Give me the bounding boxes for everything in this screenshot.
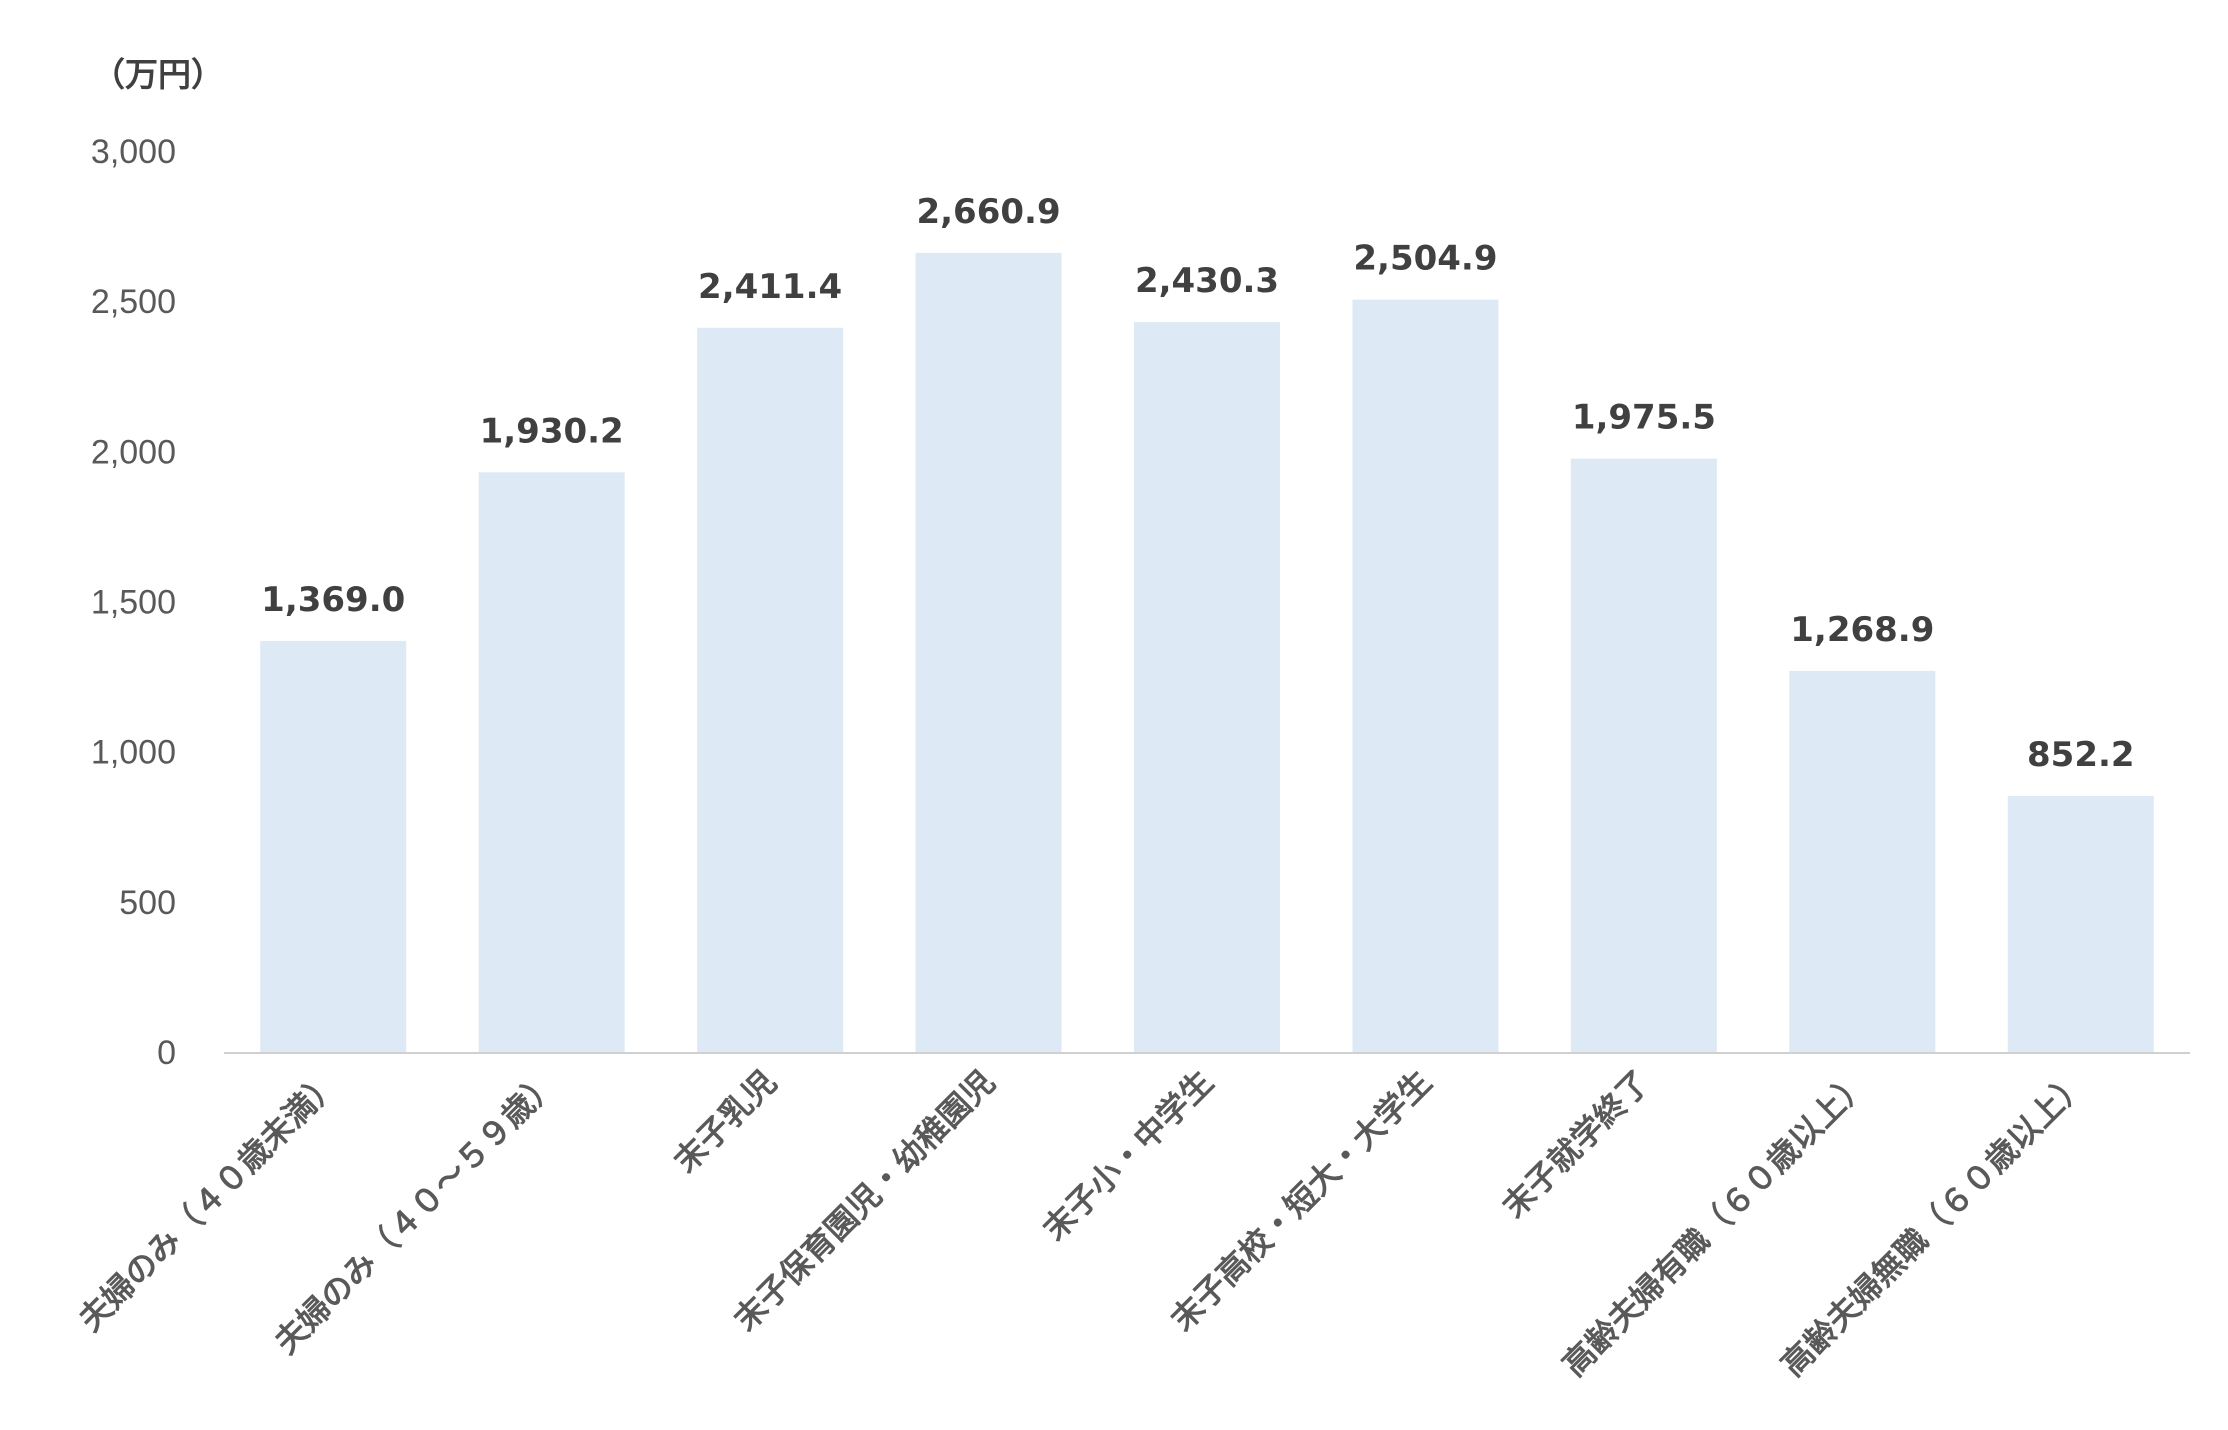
category-label: 末子就学終了 bbox=[1495, 1063, 1658, 1226]
bar bbox=[697, 327, 844, 1052]
bar bbox=[1352, 299, 1499, 1052]
bar bbox=[2007, 796, 2154, 1052]
y-tick-label: 1,000 bbox=[91, 734, 176, 772]
bar bbox=[1789, 670, 1936, 1052]
bar bbox=[478, 472, 625, 1052]
bar-value-label: 2,411.4 bbox=[698, 267, 842, 307]
y-unit-label: （万円） bbox=[92, 55, 224, 94]
bar-value-label: 1,268.9 bbox=[1790, 610, 1934, 650]
category-label: 末子小・中学生 bbox=[1035, 1063, 1220, 1248]
y-tick-label: 500 bbox=[119, 884, 176, 922]
y-tick-label: 2,500 bbox=[91, 283, 176, 321]
bar-value-label: 852.2 bbox=[2027, 735, 2135, 775]
bar-value-label: 1,975.5 bbox=[1572, 398, 1716, 438]
bar bbox=[260, 640, 407, 1052]
bar-value-label: 1,369.0 bbox=[261, 580, 405, 620]
bar-value-label: 2,660.9 bbox=[916, 192, 1060, 232]
y-tick-label: 0 bbox=[157, 1034, 176, 1072]
bar bbox=[1134, 322, 1280, 1052]
bar-value-label: 2,430.3 bbox=[1135, 261, 1279, 301]
value-labels-group: 1,369.0 1,930.2 2,411.4 2,660.9 2,430.3 2,504… bbox=[261, 192, 2134, 775]
y-axis-ticks: 0 500 1,000 1,500 2,000 2,500 3,000 bbox=[91, 133, 176, 1072]
bar-value-label: 2,504.9 bbox=[1353, 239, 1497, 279]
bar-value-label: 1,930.2 bbox=[480, 411, 624, 451]
bar bbox=[915, 252, 1062, 1053]
y-tick-label: 2,000 bbox=[91, 433, 176, 471]
bars-group bbox=[260, 252, 2154, 1053]
bar bbox=[1570, 458, 1717, 1052]
category-label: 末子乳児 bbox=[666, 1063, 783, 1180]
y-tick-label: 1,500 bbox=[91, 584, 176, 622]
y-tick-label: 3,000 bbox=[91, 133, 176, 171]
